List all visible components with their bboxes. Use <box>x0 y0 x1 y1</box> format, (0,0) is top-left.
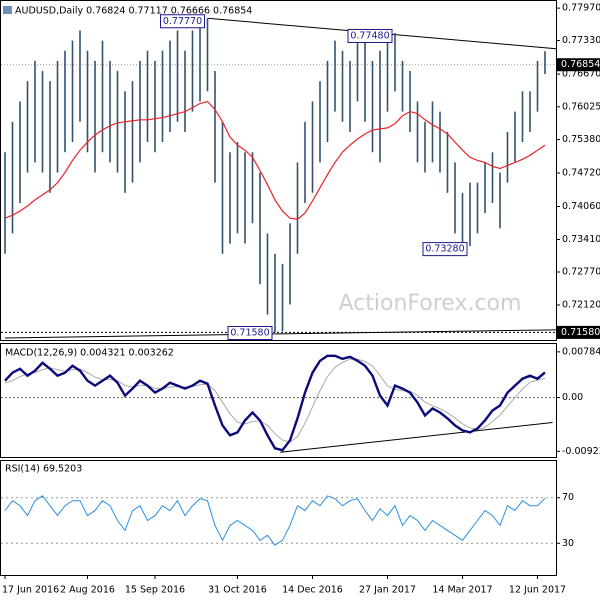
y-tick-label: 0.74060 <box>562 201 600 212</box>
annotation-label: 0.73280 <box>425 244 464 255</box>
x-tick-label: 27 Jan 2017 <box>359 585 416 596</box>
price-tag-label: 0.76854 <box>561 59 600 70</box>
annotation-label: 0.77770 <box>163 16 202 27</box>
x-tick-label: 12 Jun 2017 <box>509 585 566 596</box>
y-tick-label: 30 <box>562 538 574 549</box>
macd-line <box>4 354 546 452</box>
rsi-line <box>4 495 546 546</box>
chart-title: AUDUSD,Daily 0.76824 0.77117 0.76666 0.7… <box>15 6 252 17</box>
annotation-label: 0.77480 <box>350 30 389 41</box>
macd-panel <box>0 343 557 458</box>
moving-average <box>4 100 546 220</box>
x-tick-label: 17 Jun 2016 <box>2 585 59 596</box>
y-tick-label: 0.00 <box>562 392 583 403</box>
annotation-box <box>422 242 468 257</box>
annotation-box <box>227 326 273 340</box>
trendline <box>280 421 553 453</box>
y-tick-label: 0.76025 <box>562 101 600 112</box>
watermark: ActionForex.com <box>339 291 522 316</box>
y-tick-label: 0.77970 <box>562 3 600 14</box>
y-tick-label: 0.77330 <box>562 35 600 46</box>
annotation-label: 0.71580 <box>230 328 269 339</box>
y-tick-label: 0.007848 <box>562 346 600 357</box>
signal-line <box>4 358 546 443</box>
annotation-box <box>347 28 393 43</box>
rsi-title: RSI(14) 69.5203 <box>5 464 82 475</box>
y-tick-label: 0.74720 <box>562 168 600 179</box>
price-tag-label: 0.71580 <box>561 327 600 338</box>
y-tick-label: 0.75380 <box>562 134 600 145</box>
price-panel <box>0 0 557 341</box>
price-tag-box <box>557 58 600 72</box>
y-tick-label: 0.72120 <box>562 299 600 310</box>
y-tick-label: 0.76670 <box>562 69 600 80</box>
annotation-box <box>160 14 205 29</box>
x-tick-label: 31 Oct 2016 <box>208 585 267 596</box>
x-tick-label: 15 Sep 2016 <box>125 585 185 596</box>
symbol-icon <box>3 6 12 14</box>
y-tick-label: -0.00923 <box>562 446 600 457</box>
y-tick-label: 70 <box>562 492 574 503</box>
y-tick-label: 0.73410 <box>562 234 600 245</box>
macd-title: MACD(12,26,9) 0.004321 0.003262 <box>5 348 174 359</box>
rsi-panel <box>0 460 557 576</box>
x-tick-label: 14 Mar 2017 <box>432 585 492 596</box>
trendline <box>4 329 557 339</box>
x-tick-label: 14 Dec 2016 <box>282 585 343 596</box>
x-tick-label: 2 Aug 2016 <box>60 585 115 596</box>
y-tick-label: 0.72770 <box>562 266 600 277</box>
price-tag-box <box>557 325 600 339</box>
